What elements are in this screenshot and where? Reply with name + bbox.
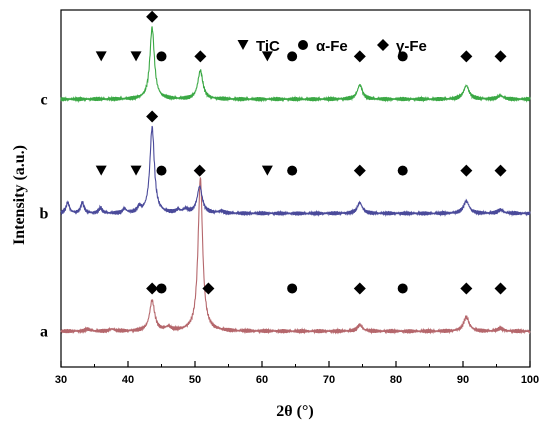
series-line-c <box>60 26 531 104</box>
x-tick-label: 80 <box>390 374 402 386</box>
phase-marker-triangle-down <box>130 165 142 176</box>
x-tick-label: 70 <box>323 374 335 386</box>
legend-marker-triangle-down <box>237 40 249 50</box>
phase-marker-circle <box>156 51 167 62</box>
series-c: c <box>40 10 531 108</box>
plot-frame <box>60 9 531 368</box>
phase-marker-triangle-down <box>261 165 273 176</box>
phase-marker-diamond <box>194 50 207 63</box>
series-line-b <box>60 125 531 218</box>
phase-marker-circle <box>397 283 408 294</box>
series-label-a: a <box>40 323 48 340</box>
phase-marker-diamond <box>146 282 159 295</box>
legend-label: γ-Fe <box>396 38 427 55</box>
phase-marker-circle <box>287 51 298 62</box>
phase-marker-triangle-down <box>130 51 142 62</box>
phase-marker-circle <box>397 51 408 62</box>
series-layer: a b c <box>40 10 531 340</box>
phase-marker-triangle-down <box>261 51 273 62</box>
phase-marker-diamond <box>460 164 473 177</box>
legend: TiC α-Fe γ-Fe <box>237 38 427 55</box>
phase-marker-diamond <box>202 282 215 295</box>
legend-label: α-Fe <box>316 38 348 55</box>
phase-marker-circle <box>156 283 167 294</box>
phase-marker-diamond <box>353 282 366 295</box>
phase-marker-diamond <box>494 50 507 63</box>
phase-marker-triangle-down <box>95 165 107 176</box>
series-line-a <box>60 177 531 335</box>
x-tick-label: 40 <box>122 374 134 386</box>
series-a: a <box>40 177 531 340</box>
phase-marker-diamond <box>494 282 507 295</box>
phase-marker-diamond <box>494 164 507 177</box>
x-axis-title: 2θ (°) <box>276 403 313 420</box>
legend-marker-diamond <box>377 39 389 51</box>
phase-marker-diamond <box>353 164 366 177</box>
legend-marker-circle <box>298 40 308 50</box>
phase-marker-triangle-down <box>95 51 107 62</box>
phase-marker-circle <box>287 283 298 294</box>
series-label-b: b <box>40 205 49 222</box>
phase-marker-circle <box>156 165 167 176</box>
legend-label: TiC <box>256 38 280 55</box>
x-tick-label: 30 <box>55 374 67 386</box>
x-axis: 30 40 50 60 70 80 90 100 <box>55 361 539 386</box>
phase-marker-diamond <box>193 164 206 177</box>
series-b: b <box>40 110 531 222</box>
phase-marker-circle <box>397 165 408 176</box>
series-label-c: c <box>40 91 47 108</box>
phase-marker-diamond <box>146 10 159 23</box>
phase-marker-circle <box>287 165 298 176</box>
x-tick-label: 100 <box>521 374 539 386</box>
phase-marker-diamond <box>146 110 159 123</box>
phase-marker-diamond <box>460 50 473 63</box>
x-tick-label: 50 <box>189 374 201 386</box>
phase-marker-diamond <box>353 50 366 63</box>
x-tick-label: 60 <box>256 374 268 386</box>
y-axis-title: Intensity (a.u.) <box>11 145 28 245</box>
x-tick-label: 90 <box>457 374 469 386</box>
phase-marker-diamond <box>460 282 473 295</box>
